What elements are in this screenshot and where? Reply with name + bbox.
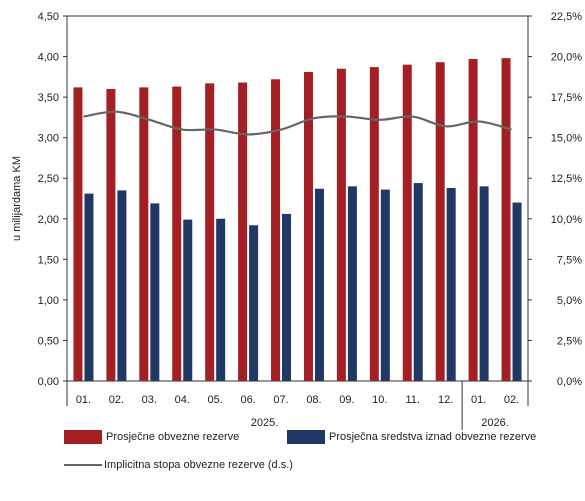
y-tick-label: 3,00 — [38, 133, 59, 145]
bar-sredstva-iznad — [314, 188, 324, 381]
bar-sredstva-iznad — [249, 225, 259, 381]
bar-sredstva-iznad — [84, 193, 94, 381]
bar-obvezne-rezerve — [468, 58, 478, 381]
x-tick-label: 06. — [240, 394, 255, 406]
y-tick-label: 0,00 — [38, 376, 59, 388]
bar-obvezne-rezerve — [435, 62, 445, 381]
y-tick-label: 2,00 — [38, 214, 59, 226]
x-tick-label: 03. — [142, 394, 157, 406]
bar-obvezne-rezerve — [501, 58, 511, 382]
bar-obvezne-rezerve — [238, 82, 248, 381]
bar-sredstva-iznad — [183, 219, 193, 381]
bar-obvezne-rezerve — [73, 87, 83, 381]
bar-sredstva-iznad — [150, 203, 160, 381]
y2-tick-label: 0,0% — [557, 376, 582, 388]
x-tick-label: 02. — [109, 394, 124, 406]
y-tick-label: 2,50 — [38, 173, 59, 185]
x-tick-label: 01. — [471, 394, 486, 406]
y-tick-label: 1,50 — [38, 254, 59, 266]
bar-obvezne-rezerve — [139, 87, 149, 381]
y-tick-label: 1,00 — [38, 295, 59, 307]
y-tick-label: 0,50 — [38, 335, 59, 347]
bar-obvezne-rezerve — [172, 86, 182, 382]
plot-frame — [66, 15, 529, 382]
x-tick-label: 10. — [372, 394, 387, 406]
y2-tick-label: 20,0% — [551, 52, 582, 64]
y2-tick-label: 22,5% — [551, 11, 582, 23]
y-tick-label: 3,50 — [38, 92, 59, 104]
x-tick-label: 09. — [339, 394, 354, 406]
year-group-label: 2026. — [481, 417, 509, 429]
y2-tick-label: 17,5% — [551, 92, 582, 104]
line-implicitna-stopa — [83, 110, 512, 136]
x-tick-label: 02. — [504, 394, 519, 406]
bar-sredstva-iznad — [347, 186, 357, 381]
bar-sredstva-iznad — [446, 187, 456, 381]
x-tick-label: 12. — [438, 394, 453, 406]
bar-obvezne-rezerve — [205, 83, 215, 382]
y-tick-label: 4,50 — [38, 11, 59, 23]
y-tick-label: 4,00 — [38, 52, 59, 64]
bar-sredstva-iznad — [479, 186, 489, 381]
bar-sredstva-iznad — [117, 190, 127, 381]
bar-obvezne-rezerve — [336, 68, 346, 381]
year-group-label: 2025. — [251, 417, 279, 429]
x-tick-label: 05. — [208, 394, 223, 406]
bar-sredstva-iznad — [282, 213, 292, 381]
bar-obvezne-rezerve — [402, 64, 412, 382]
bar-sredstva-iznad — [380, 189, 390, 381]
y2-tick-label: 7,5% — [557, 254, 582, 266]
y2-tick-label: 10,0% — [551, 214, 582, 226]
bar-sredstva-iznad — [512, 202, 522, 381]
y-axis-title: u milijardama KM — [11, 156, 23, 241]
x-tick-label: 11. — [406, 394, 420, 406]
x-tick-label: 08. — [306, 394, 321, 406]
bar-sredstva-iznad — [413, 183, 423, 381]
x-tick-label: 01. — [76, 394, 91, 406]
y2-tick-label: 12,5% — [551, 173, 582, 185]
bar-obvezne-rezerve — [369, 67, 379, 381]
bar-obvezne-rezerve — [303, 71, 313, 381]
bar-sredstva-iznad — [216, 218, 226, 381]
bar-obvezne-rezerve — [106, 89, 116, 381]
x-tick-label: 04. — [175, 394, 190, 406]
y2-tick-label: 2,5% — [557, 335, 582, 347]
y2-tick-label: 15,0% — [551, 133, 582, 145]
y2-tick-label: 5,0% — [557, 295, 582, 307]
x-tick-label: 07. — [273, 394, 288, 406]
bar-obvezne-rezerve — [271, 79, 281, 382]
